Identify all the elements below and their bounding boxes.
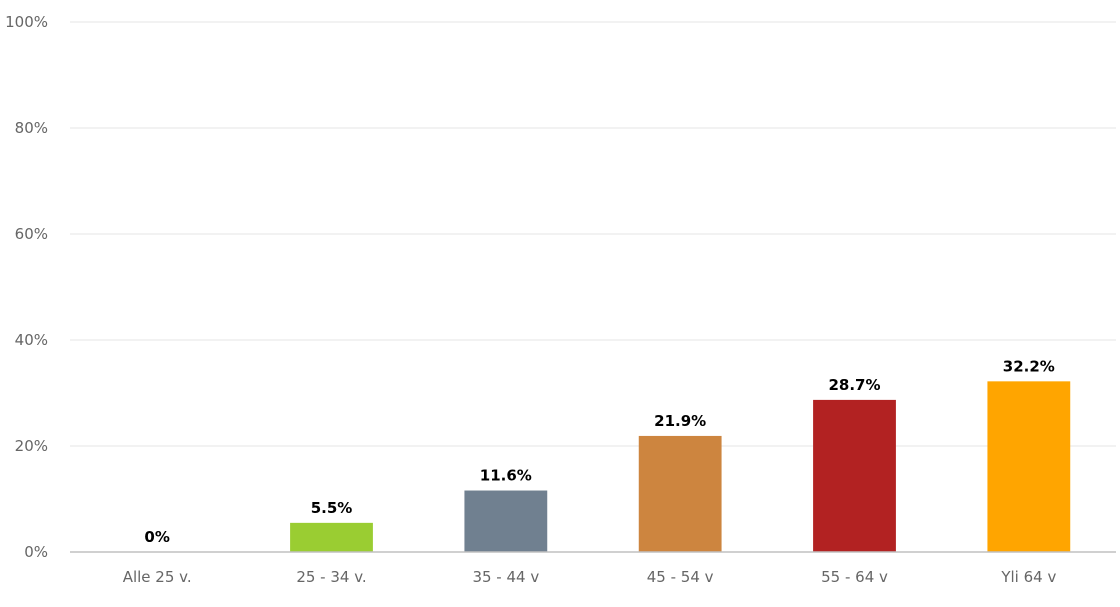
data-label: 11.6% [480, 467, 532, 485]
bars [290, 381, 1071, 552]
x-tick-label: Yli 64 v [1000, 568, 1056, 586]
bar[interactable] [290, 522, 373, 552]
y-axis-ticks: 0% 20% 40% 60% 80% 100% [5, 13, 48, 561]
y-tick-label: 100% [5, 13, 48, 31]
y-tick-label: 60% [15, 225, 48, 243]
y-tick-label: 80% [15, 119, 48, 137]
data-label: 32.2% [1003, 357, 1055, 375]
x-tick-label: Alle 25 v. [123, 568, 192, 586]
bar[interactable] [987, 381, 1071, 552]
data-label: 21.9% [654, 412, 706, 430]
bar[interactable] [464, 490, 548, 552]
y-tick-label: 0% [24, 543, 48, 561]
y-tick-label: 40% [15, 331, 48, 349]
data-labels: 0% 5.5% 11.6% 21.9% 28.7% 32.2% [144, 357, 1054, 546]
y-tick-label: 20% [15, 437, 48, 455]
data-label: 5.5% [311, 499, 353, 517]
bar[interactable] [813, 399, 896, 552]
x-tick-label: 45 - 54 v [647, 568, 714, 586]
x-tick-label: 35 - 44 v [472, 568, 539, 586]
x-tick-label: 25 - 34 v. [296, 568, 366, 586]
bar[interactable] [638, 435, 722, 552]
x-tick-label: 55 - 64 v [821, 568, 888, 586]
data-label: 0% [144, 528, 169, 546]
data-label: 28.7% [828, 376, 880, 394]
grid-lines [70, 21, 1116, 447]
x-axis-ticks: Alle 25 v. 25 - 34 v. 35 - 44 v 45 - 54 v 55… [123, 568, 1057, 586]
